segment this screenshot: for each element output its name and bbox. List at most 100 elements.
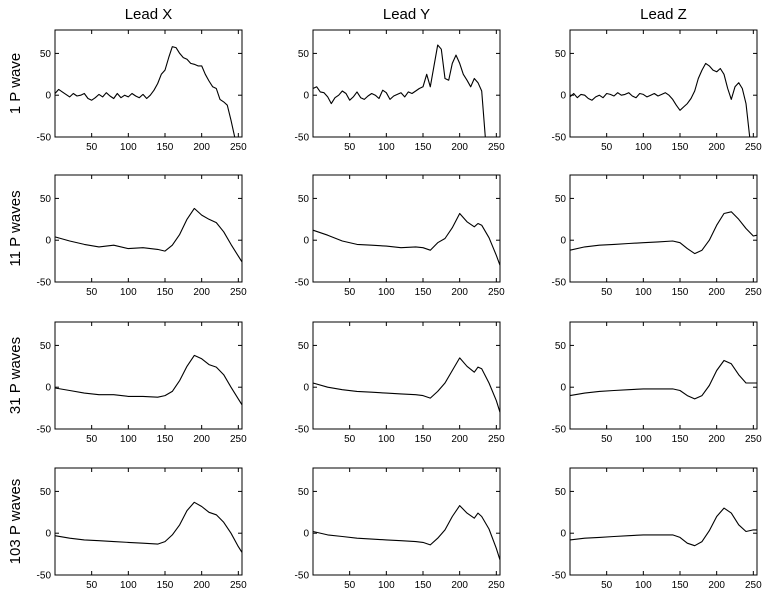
x-tick-label: 200	[451, 580, 468, 590]
x-tick-label: 200	[193, 580, 210, 590]
y-tick-label: -50	[552, 425, 567, 436]
row-label: 11 P waves	[7, 190, 24, 266]
x-tick-label: 50	[86, 287, 98, 298]
x-tick-label: 250	[230, 287, 247, 298]
plot-frame	[569, 174, 758, 283]
x-tick-label: 250	[230, 142, 247, 153]
p-wave-trace	[312, 212, 501, 266]
y-tick-label: 50	[298, 487, 310, 498]
x-tick-label: 50	[344, 434, 356, 445]
plot-frame	[569, 467, 758, 576]
x-tick-label: 100	[120, 580, 137, 590]
y-tick-label: -50	[295, 425, 310, 436]
x-tick-label: 100	[120, 287, 137, 298]
y-tick-label: -50	[552, 278, 567, 289]
x-tick-label: 250	[488, 434, 505, 445]
p-wave-trace	[312, 357, 501, 413]
x-tick-label: 150	[157, 287, 174, 298]
x-tick-label: 250	[488, 142, 505, 153]
y-tick-label: 50	[555, 341, 567, 352]
plot-frame	[312, 467, 501, 576]
y-tick-label: -50	[552, 571, 567, 582]
y-tick-label: 50	[555, 49, 567, 60]
x-tick-label: 200	[193, 287, 210, 298]
p-wave-trace	[312, 505, 501, 561]
y-tick-label: 50	[40, 194, 52, 205]
x-tick-label: 150	[672, 287, 689, 298]
y-tick-label: 0	[303, 529, 309, 540]
y-tick-label: 0	[45, 383, 51, 394]
y-tick-label: 50	[298, 49, 310, 60]
y-tick-label: 0	[45, 529, 51, 540]
x-tick-label: 200	[708, 434, 725, 445]
y-tick-label: -50	[295, 133, 310, 144]
x-tick-label: 250	[488, 580, 505, 590]
x-tick-label: 100	[120, 142, 137, 153]
x-tick-label: 250	[745, 434, 762, 445]
column-title: Lead Y	[383, 6, 430, 23]
x-tick-label: 100	[635, 142, 652, 153]
p-wave-trace	[54, 501, 243, 553]
x-tick-label: 200	[193, 142, 210, 153]
x-tick-label: 50	[344, 142, 356, 153]
x-tick-label: 50	[86, 142, 98, 153]
y-tick-label: 50	[298, 341, 310, 352]
x-tick-label: 100	[120, 434, 137, 445]
x-tick-label: 150	[415, 434, 432, 445]
x-tick-label: 250	[745, 287, 762, 298]
x-tick-label: 100	[635, 434, 652, 445]
x-tick-label: 100	[635, 580, 652, 590]
y-tick-label: -50	[37, 278, 52, 289]
x-tick-label: 50	[601, 434, 613, 445]
plot-frame	[54, 467, 243, 576]
p-wave-trace	[54, 207, 243, 263]
y-tick-label: 0	[303, 236, 309, 247]
plot-frame	[312, 321, 501, 430]
plot-frame	[569, 29, 758, 138]
y-tick-label: 0	[560, 529, 566, 540]
y-tick-label: 50	[40, 49, 52, 60]
p-wave-trace	[54, 354, 243, 406]
y-tick-label: 0	[45, 236, 51, 247]
y-tick-label: 50	[40, 341, 52, 352]
y-tick-label: -50	[37, 133, 52, 144]
p-wave-trace	[312, 44, 486, 138]
x-tick-label: 250	[745, 580, 762, 590]
x-tick-label: 150	[157, 142, 174, 153]
y-tick-label: -50	[37, 425, 52, 436]
y-tick-label: 0	[560, 236, 566, 247]
x-tick-label: 100	[378, 142, 395, 153]
x-tick-label: 150	[415, 287, 432, 298]
x-tick-label: 250	[745, 142, 762, 153]
y-tick-label: 50	[555, 194, 567, 205]
plot-frame	[54, 321, 243, 430]
p-wave-trace	[569, 507, 757, 547]
p-wave-trace	[569, 211, 758, 255]
column-title: Lead X	[125, 6, 173, 23]
y-tick-label: -50	[295, 278, 310, 289]
x-tick-label: 200	[193, 434, 210, 445]
y-tick-label: -50	[37, 571, 52, 582]
plot-frame	[54, 174, 243, 283]
y-tick-label: 0	[45, 91, 51, 102]
p-wave-trace	[54, 46, 236, 138]
x-tick-label: 200	[708, 142, 725, 153]
x-tick-label: 100	[378, 580, 395, 590]
x-tick-label: 150	[157, 580, 174, 590]
x-tick-label: 100	[378, 287, 395, 298]
p-wave-trace	[569, 62, 751, 138]
x-tick-label: 250	[488, 287, 505, 298]
x-tick-label: 200	[451, 287, 468, 298]
y-tick-label: 0	[560, 91, 566, 102]
y-tick-label: 50	[555, 487, 567, 498]
y-tick-label: 0	[303, 383, 309, 394]
p-wave-trace	[569, 359, 757, 400]
x-tick-label: 50	[86, 434, 98, 445]
plot-frame	[54, 29, 243, 138]
x-tick-label: 100	[378, 434, 395, 445]
x-tick-label: 50	[601, 287, 613, 298]
plot-frame	[312, 174, 501, 283]
row-label: 1 P wave	[7, 53, 24, 114]
x-tick-label: 100	[635, 287, 652, 298]
column-title: Lead Z	[640, 6, 687, 23]
